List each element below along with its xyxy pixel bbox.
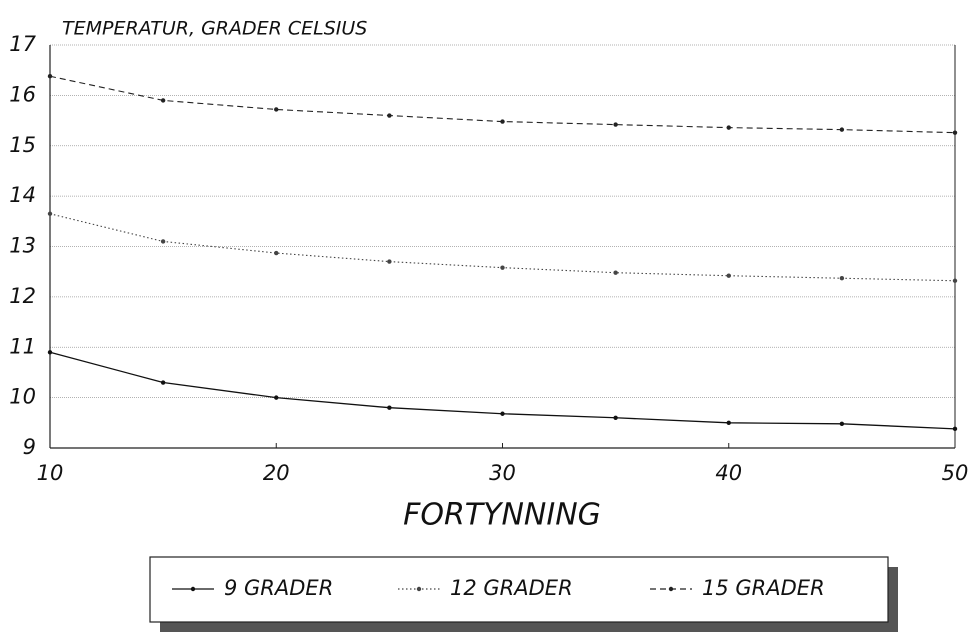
y-tick-label: 9: [23, 435, 36, 459]
x-tick-label: 40: [715, 461, 742, 485]
point-marker: [47, 350, 53, 355]
legend-marker: [190, 586, 196, 592]
point-marker: [387, 113, 392, 118]
x-tick-label: 10: [37, 461, 64, 485]
point-marker: [839, 276, 845, 281]
point-marker: [47, 74, 53, 79]
chart-title: TEMPERATUR, GRADER CELSIUS: [62, 18, 367, 40]
point-marker: [500, 411, 505, 416]
point-marker: [952, 278, 958, 283]
x-tick-label: 50: [942, 461, 969, 485]
point-marker: [160, 380, 166, 385]
point-marker: [500, 265, 505, 270]
y-tick-label: 12: [9, 284, 36, 308]
point-marker: [274, 395, 279, 400]
series-line: [49, 213, 956, 282]
point-marker: [952, 130, 958, 135]
y-tick-label: 13: [9, 234, 36, 258]
legend-marker: [416, 586, 422, 592]
x-tick-label: 20: [263, 461, 290, 485]
point-marker: [726, 125, 731, 130]
point-marker: [613, 415, 618, 420]
point-marker: [387, 259, 392, 264]
y-tick-label: 15: [9, 133, 36, 157]
point-marker: [160, 98, 166, 103]
point-marker: [839, 421, 845, 427]
legend-label: 15 GRADER: [702, 576, 825, 600]
point-marker: [839, 127, 845, 132]
series-line: [49, 351, 956, 430]
point-marker: [387, 405, 392, 410]
y-tick-label: 10: [9, 385, 36, 409]
legend-box: [149, 556, 889, 623]
y-tick-label: 11: [9, 334, 36, 358]
legend-marker: [668, 586, 674, 592]
legend-label: 12 GRADER: [450, 576, 573, 600]
point-marker: [160, 239, 166, 244]
point-marker: [500, 119, 505, 124]
series-line: [49, 75, 956, 134]
y-tick-label: 17: [9, 32, 36, 56]
y-tick-label: 14: [9, 183, 36, 207]
point-marker: [274, 250, 279, 256]
point-marker: [952, 426, 958, 432]
point-marker: [47, 211, 53, 216]
y-tick-label: 16: [9, 82, 36, 106]
x-axis-label: FORTYNNING: [403, 498, 601, 533]
legend-label: 9 GRADER: [224, 576, 333, 600]
point-marker: [274, 107, 279, 112]
point-marker: [613, 122, 618, 127]
point-marker: [613, 270, 618, 275]
x-tick-label: 30: [489, 461, 516, 485]
point-marker: [726, 273, 731, 278]
point-marker: [726, 420, 731, 426]
